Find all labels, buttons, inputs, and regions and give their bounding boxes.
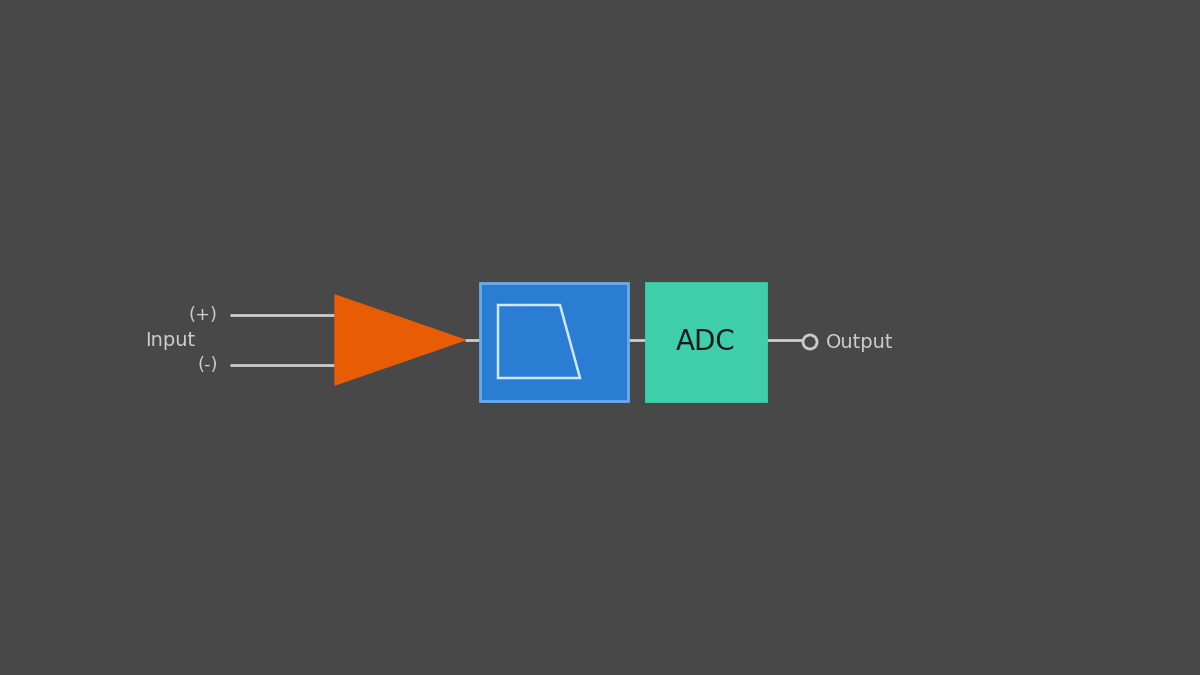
Text: Input: Input [145, 331, 194, 350]
Bar [480, 283, 628, 401]
Text: (-): (-) [198, 356, 218, 374]
Circle shape [803, 335, 817, 349]
Text: (+): (+) [190, 306, 218, 324]
Text: Output: Output [826, 333, 894, 352]
Polygon shape [498, 305, 580, 378]
Bar [646, 283, 766, 401]
Polygon shape [335, 295, 466, 385]
Text: ADC: ADC [676, 328, 736, 356]
